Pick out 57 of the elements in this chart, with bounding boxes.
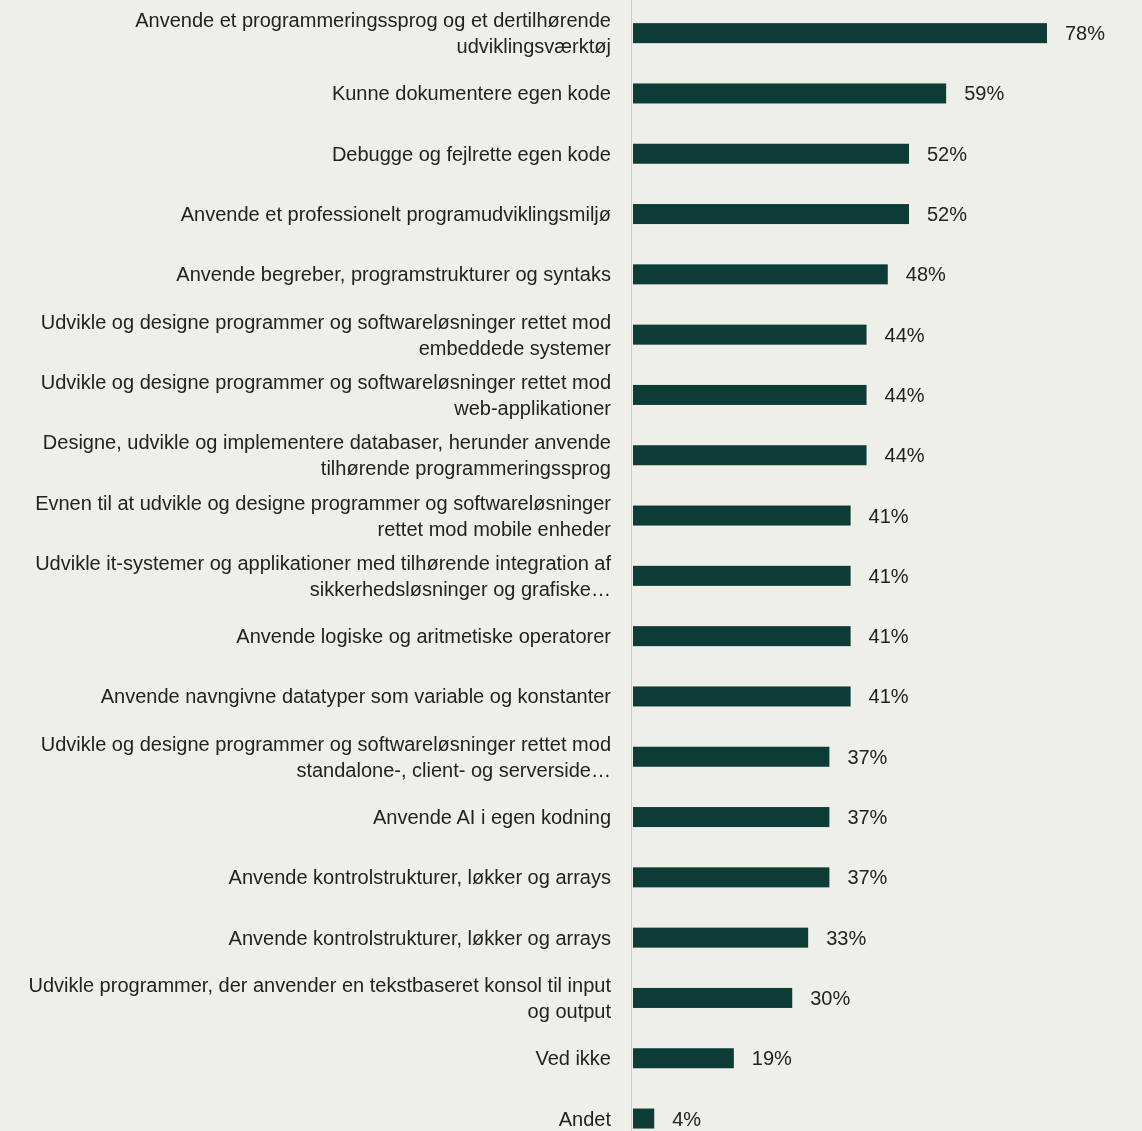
bar	[633, 1048, 734, 1069]
data-label: 41%	[868, 625, 909, 648]
bar	[633, 807, 830, 828]
y-tick-label: Udvikle programmer, der anvender en tekstbaseret konsol til input og output	[28, 973, 612, 1022]
data-label: 59%	[964, 82, 1005, 105]
data-label: 4%	[672, 1107, 702, 1130]
data-label: 52%	[927, 203, 968, 226]
bar	[633, 445, 867, 466]
y-tick-label: Anvende begreber, programstrukturer og syntaks	[176, 263, 611, 286]
data-label: 48%	[905, 263, 947, 286]
data-label: 44%	[884, 323, 925, 346]
y-tick-label: Udvikle og designe programmer og softwareløsninger rettet mod embeddede systemer	[40, 310, 612, 359]
y-tick-label: Andet	[558, 1107, 612, 1130]
bar	[633, 505, 851, 526]
y-tick-label: Udvikle og designe programmer og softwareløsninger rettet mod standalone-, client- og serverside…	[40, 732, 611, 781]
bar	[633, 204, 909, 225]
data-label: 78%	[1065, 22, 1106, 45]
y-tick-label: Ved ikke	[535, 1047, 611, 1070]
bar	[633, 626, 851, 647]
y-tick-label: Evnen til at udvikle og designe programmer og softwareløsninger rettet mod mobile enheder	[35, 491, 612, 540]
bar	[633, 324, 867, 345]
bar	[633, 1108, 655, 1129]
bar	[633, 565, 851, 586]
bar	[633, 927, 809, 948]
y-tick-label: Udvikle og designe programmer og softwareløsninger rettet mod web-applikationer	[40, 370, 612, 419]
bar	[633, 384, 867, 405]
data-label: 19%	[751, 1047, 793, 1070]
data-label: 44%	[884, 383, 925, 406]
data-label: 41%	[868, 564, 909, 587]
y-tick-label: Debugge og fejlrette egen kode	[331, 142, 611, 165]
bar	[633, 264, 888, 285]
data-label: 41%	[868, 504, 909, 527]
data-label: 41%	[868, 685, 909, 708]
bar	[633, 686, 851, 707]
data-label: 44%	[884, 444, 925, 467]
bar	[633, 23, 1047, 44]
data-label: 37%	[847, 806, 888, 829]
bar	[633, 746, 830, 767]
data-label: 33%	[826, 926, 867, 949]
y-tick-label: Anvende AI i egen kodning	[373, 806, 611, 829]
y-tick-label: Kunne dokumentere egen kode	[331, 82, 611, 105]
data-label: 37%	[847, 866, 888, 889]
bar	[633, 83, 947, 104]
y-tick-label: Udvikle it-systemer og applikationer med tilhørende integration af sikkerhedsløsninger og grafiske…	[35, 551, 612, 600]
y-tick-label: Anvende kontrolstrukturer, løkker og arrays	[228, 926, 611, 949]
data-label: 37%	[847, 745, 888, 768]
bar	[633, 143, 909, 164]
y-tick-label: Anvende kontrolstrukturer, løkker og arrays	[228, 866, 611, 889]
y-tick-label: Anvende et programmeringssprog og et dertilhørende udviklingsværktøj	[135, 9, 611, 58]
bar	[633, 987, 793, 1008]
bar	[633, 867, 830, 888]
data-label: 30%	[810, 986, 851, 1009]
data-label: 52%	[927, 142, 968, 165]
y-tick-label: Designe, udvikle og implementere databaser, herunder anvende tilhørende programmeringssprog	[42, 431, 611, 480]
y-tick-label: Anvende et professionelt programudviklingsmiljø	[180, 203, 611, 226]
y-tick-label: Anvende logiske og aritmetiske operatorer	[236, 625, 612, 648]
y-tick-label: Anvende navngivne datatyper som variable og konstanter	[100, 685, 612, 708]
